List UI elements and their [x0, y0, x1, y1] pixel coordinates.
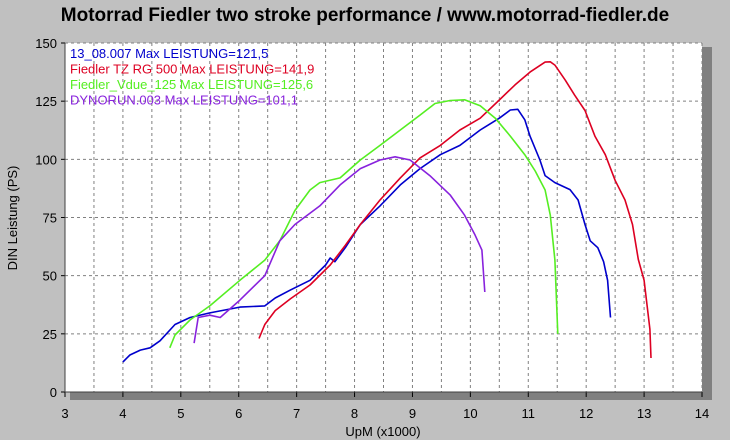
- legend-entry: Fiedler TZ RG 500 Max LEISTUNG=141,9: [70, 62, 314, 77]
- x-axis-label: UpM (x1000): [345, 424, 420, 439]
- chart-title: Motorrad Fiedler two stroke performance …: [61, 5, 669, 26]
- x-tick-label: 9: [409, 406, 416, 421]
- x-tick-label: 8: [351, 406, 358, 421]
- y-tick-label: 50: [43, 269, 57, 284]
- y-axis-label: DIN Leistung (PS): [5, 166, 20, 271]
- x-tick-label: 13: [637, 406, 651, 421]
- x-tick-label: 12: [579, 406, 593, 421]
- series-lines: [122, 60, 652, 363]
- x-tick-label: 6: [235, 406, 242, 421]
- y-tick-label: 100: [35, 152, 57, 167]
- x-tick-label: 5: [177, 406, 184, 421]
- y-tick-label: 75: [43, 211, 57, 226]
- series-line-3: [193, 156, 486, 344]
- x-tick-label: 4: [119, 406, 126, 421]
- x-tick-label: 7: [293, 406, 300, 421]
- legend-entry: 13_08.007 Max LEISTUNG=121,5: [70, 46, 268, 61]
- x-tick-label: 10: [463, 406, 477, 421]
- series-line-0: [122, 108, 612, 363]
- x-tick-label: 3: [61, 406, 68, 421]
- axis-ticks: 0 25 50 75 100 125 150 3 4 5 6 7 8 9 10 11 12 13 14: [35, 36, 709, 421]
- y-tick-label: 150: [35, 36, 57, 51]
- legend-entry: DYNORUN.003 Max LEISTUNG=101,1: [70, 93, 298, 108]
- y-tick-label: 0: [50, 385, 57, 400]
- x-tick-label: 11: [522, 406, 536, 421]
- series-line-1: [258, 60, 652, 359]
- y-tick-label: 125: [35, 94, 57, 109]
- legend-entry: Fiedler_Vdue_125 Max LEISTUNG=125,6: [70, 77, 313, 92]
- series-line-2: [169, 99, 559, 349]
- y-tick-label: 25: [43, 327, 57, 342]
- x-tick-label: 14: [695, 406, 709, 421]
